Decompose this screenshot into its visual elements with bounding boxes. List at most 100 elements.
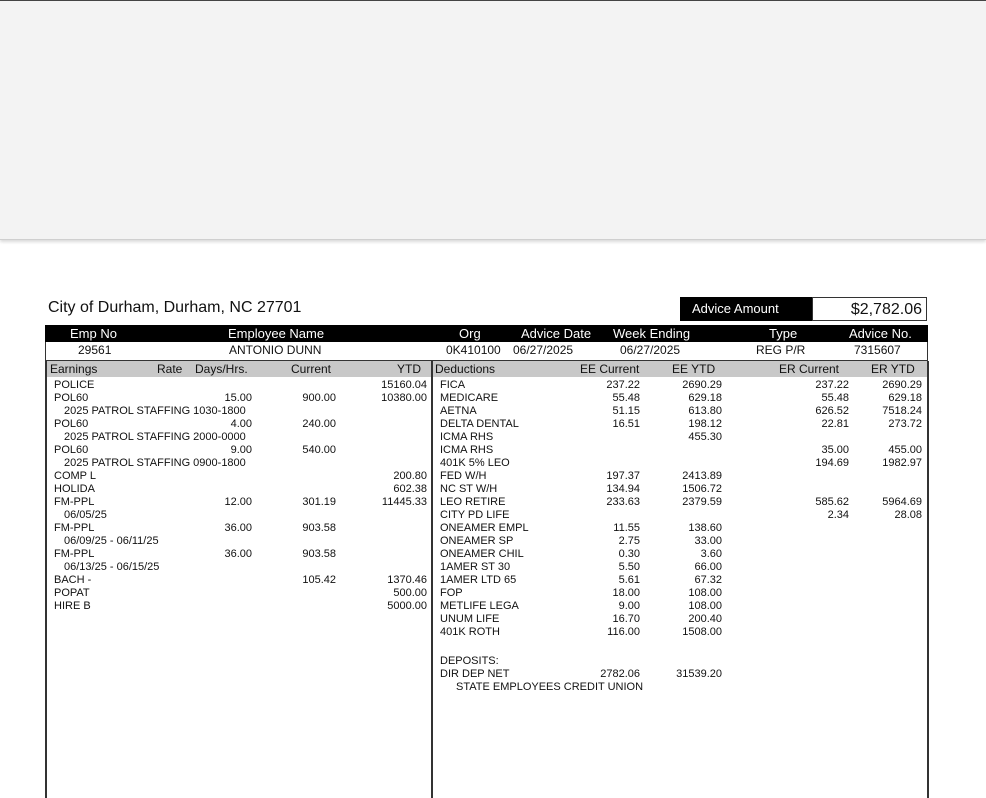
deduction-ee-ytd: 613.80	[688, 405, 722, 417]
earning-current: 540.00	[302, 444, 336, 456]
deposits-label: DEPOSITS:	[440, 655, 499, 667]
earning-days	[190, 587, 252, 600]
earning-days	[190, 470, 252, 483]
earning-days	[190, 483, 252, 496]
earning-name: POL60	[54, 392, 89, 404]
deduction-name: FOP	[440, 587, 463, 599]
deduction-ee-current: 9.00	[618, 600, 640, 612]
header-bar: Emp No Employee Name Org Advice Date Wee…	[45, 325, 928, 342]
employee-name-header: Employee Name	[228, 326, 325, 341]
deduction-er-current	[780, 522, 849, 535]
earning-ytd	[350, 522, 427, 535]
er-current-header: ER Current	[779, 362, 840, 376]
deduction-er-ytd: 629.18	[888, 392, 922, 404]
deduction-er-current	[780, 431, 849, 444]
earning-name: FM-PPL	[54, 496, 95, 508]
deduction-name: CITY PD LIFE	[440, 509, 510, 521]
deposit-ee-current: 2782.06	[600, 668, 640, 680]
deduction-er-current	[780, 587, 849, 600]
deduction-name: 1AMER LTD 65	[440, 574, 517, 586]
deposit-bank: STATE EMPLOYEES CREDIT UNION	[456, 681, 644, 693]
earning-ytd	[350, 548, 427, 561]
deduction-ee-current: 0.30	[618, 548, 640, 560]
deduction-ee-ytd: 455.30	[688, 431, 722, 443]
deduction-name: ONEAMER SP	[440, 535, 514, 547]
deduction-er-current: 35.00	[821, 444, 849, 456]
earning-current: 301.19	[302, 496, 336, 508]
section-header-row: Earnings Rate Days/Hrs. Current YTD Dedu…	[45, 361, 928, 377]
deduction-name: DELTA DENTAL	[440, 418, 519, 430]
org-value: 0K410100	[446, 343, 501, 357]
earning-name: HOLIDA	[54, 483, 95, 495]
employee-name-value: ANTONIO DUNN	[229, 343, 322, 357]
days-header: Days/Hrs.	[195, 362, 248, 376]
earning-name: FM-PPL	[54, 522, 95, 534]
deduction-er-current	[780, 626, 849, 639]
earning-name: POL60	[54, 418, 89, 430]
deduction-ee-current: 5.50	[618, 561, 640, 573]
deduction-name: ICMA RHS	[440, 431, 494, 443]
deduction-name: ICMA RHS	[440, 444, 494, 456]
deduction-ee-ytd: 66.00	[694, 561, 722, 573]
deduction-name: UNUM LIFE	[440, 613, 500, 625]
deduction-er-ytd: 2690.29	[882, 379, 922, 391]
deduction-ee-ytd: 198.12	[688, 418, 722, 430]
earning-current	[270, 470, 336, 483]
earning-current	[270, 587, 336, 600]
deduction-er-current: 237.22	[815, 379, 849, 391]
advice-amount-value: $2,782.06	[812, 297, 927, 321]
deduction-name: NC ST W/H	[440, 483, 498, 495]
earning-ytd: 15160.04	[381, 379, 427, 391]
earning-days	[190, 600, 252, 613]
earning-current	[270, 379, 336, 392]
deduction-name: AETNA	[440, 405, 477, 417]
deduction-ee-current: 116.00	[607, 626, 640, 638]
earning-name: COMP L	[54, 470, 96, 482]
earning-name: POLICE	[54, 379, 95, 391]
deduction-er-ytd	[850, 600, 922, 613]
deduction-name: 1AMER ST 30	[440, 561, 511, 573]
type-header: Type	[769, 326, 798, 341]
deduction-ee-current	[570, 444, 640, 457]
deduction-er-ytd	[850, 483, 922, 496]
earning-ytd: 10380.00	[381, 392, 427, 404]
ytd-header: YTD	[397, 362, 421, 376]
earning-note: 06/13/25 - 06/15/25	[64, 561, 160, 573]
advice-date-value: 06/27/2025	[513, 343, 574, 357]
earning-note: 06/05/25	[64, 509, 107, 521]
deduction-ee-ytd: 138.60	[688, 522, 722, 534]
deposit-name: DIR DEP NET	[440, 668, 510, 680]
deduction-er-current: 55.48	[821, 392, 849, 404]
deduction-ee-current: 5.61	[618, 574, 640, 586]
deduction-ee-ytd	[650, 457, 722, 470]
earning-ytd	[350, 418, 427, 431]
deduction-er-ytd	[850, 548, 922, 561]
rate-header: Rate	[157, 362, 183, 376]
earning-ytd: 11445.33	[381, 496, 427, 508]
emp-no-header: Emp No	[70, 326, 117, 341]
earning-current: 105.42	[302, 574, 336, 586]
earning-days: 36.00	[224, 522, 252, 534]
week-ending-value: 06/27/2025	[620, 343, 681, 357]
deduction-ee-ytd: 200.40	[688, 613, 722, 625]
deduction-ee-current	[570, 457, 640, 470]
earning-days: 36.00	[224, 548, 252, 560]
top-blank-area	[0, 0, 986, 240]
deduction-er-ytd	[850, 574, 922, 587]
deduction-er-current	[780, 561, 849, 574]
deduction-er-current	[780, 483, 849, 496]
earning-ytd: 5000.00	[387, 600, 427, 612]
deduction-ee-current: 11.55	[613, 522, 640, 534]
employer-address: City of Durham, Durham, NC 27701	[48, 299, 302, 316]
deduction-ee-ytd: 108.00	[688, 587, 722, 599]
deduction-er-current: 22.81	[821, 418, 849, 430]
deduction-er-ytd	[850, 522, 922, 535]
deduction-er-ytd	[850, 431, 922, 444]
deduction-er-current: 585.62	[815, 496, 849, 508]
deduction-er-ytd: 5964.69	[882, 496, 922, 508]
deduction-name: ONEAMER EMPL	[440, 522, 529, 534]
right-border	[927, 361, 929, 798]
deduction-ee-ytd: 108.00	[688, 600, 722, 612]
deduction-er-ytd	[850, 470, 922, 483]
current-header: Current	[291, 362, 332, 376]
